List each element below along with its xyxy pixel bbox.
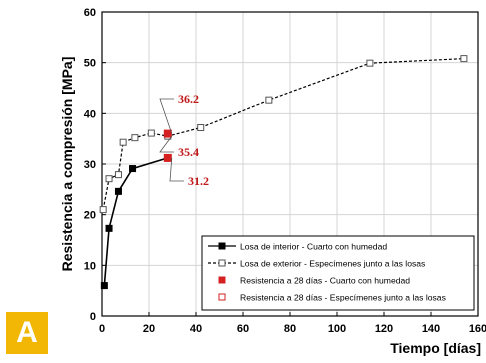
data-point-series-1 (148, 130, 154, 136)
x-tick-label: 80 (284, 323, 296, 335)
annotation-label: 36.2 (178, 92, 199, 106)
y-axis-label: Resistencia a compresión [MPa] (59, 57, 75, 272)
x-tick-label: 160 (469, 323, 486, 335)
data-point-series-2 (164, 154, 171, 161)
panel-label: A (6, 312, 48, 354)
x-tick-label: 60 (237, 323, 249, 335)
data-point-series-1 (120, 139, 126, 145)
data-point-series-1 (106, 176, 112, 182)
x-tick-label: 20 (143, 323, 155, 335)
data-point-series-1 (461, 56, 467, 62)
x-tick-label: 120 (375, 323, 393, 335)
legend: Losa de interior - Cuarto con humedad Los… (202, 236, 474, 310)
legend-marker (219, 260, 225, 266)
data-point-series-1 (266, 97, 272, 103)
legend-marker (219, 294, 225, 300)
x-tick-label: 140 (422, 323, 440, 335)
data-point-series-2 (164, 130, 171, 137)
y-tick-label: 30 (84, 159, 96, 171)
y-tick-label: 40 (84, 108, 96, 120)
y-tick-label: 0 (90, 311, 96, 323)
data-point-series-0 (130, 166, 136, 172)
x-tick-label: 40 (190, 323, 202, 335)
legend-marker (219, 277, 225, 283)
data-point-series-1 (100, 207, 106, 213)
y-tick-label: 20 (84, 210, 96, 222)
x-tick-label: 100 (328, 323, 346, 335)
y-tick-label: 50 (84, 58, 96, 70)
legend-entry-label: Resistencia a 28 días - Cuarto con humed… (240, 276, 410, 286)
data-point-series-0 (101, 283, 107, 289)
y-tick-label: 60 (84, 7, 96, 19)
annotation-label: 35.4 (178, 145, 199, 159)
y-tick-label: 10 (84, 260, 96, 272)
legend-entry-label: Losa de exterior - Especímenes junto a l… (240, 259, 425, 269)
data-point-series-1 (132, 135, 138, 141)
annotation-label: 31.2 (188, 174, 209, 188)
legend-entry-label: Resistencia a 28 días - Especímenes junt… (240, 293, 446, 303)
x-tick-label: 0 (99, 323, 105, 335)
data-point-series-1 (198, 125, 204, 131)
legend-entry-label: Losa de interior - Cuarto con humedad (240, 242, 387, 252)
legend-marker (219, 243, 225, 249)
data-point-series-0 (106, 225, 112, 231)
x-axis-label: Tiempo [días] (390, 340, 481, 356)
data-point-series-1 (115, 172, 121, 178)
data-point-series-1 (367, 60, 373, 66)
data-point-series-0 (115, 188, 121, 194)
